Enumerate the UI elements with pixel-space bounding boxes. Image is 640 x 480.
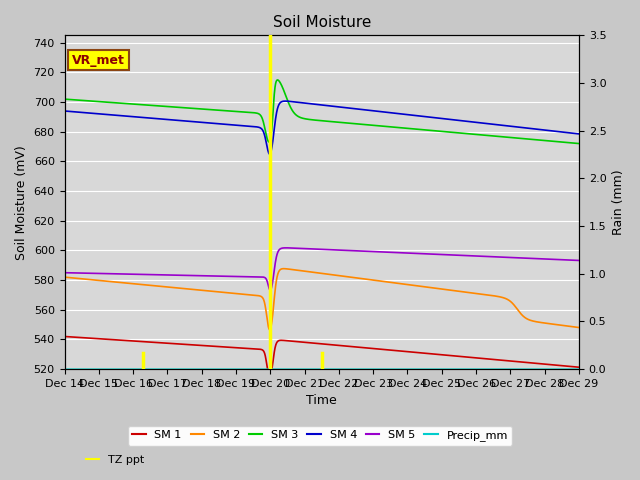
Title: Soil Moisture: Soil Moisture bbox=[273, 15, 371, 30]
Text: VR_met: VR_met bbox=[72, 54, 125, 67]
Legend: TZ ppt: TZ ppt bbox=[81, 451, 149, 469]
Y-axis label: Rain (mm): Rain (mm) bbox=[612, 169, 625, 235]
Legend: SM 1, SM 2, SM 3, SM 4, SM 5, Precip_mm: SM 1, SM 2, SM 3, SM 4, SM 5, Precip_mm bbox=[128, 426, 512, 445]
Y-axis label: Soil Moisture (mV): Soil Moisture (mV) bbox=[15, 145, 28, 260]
X-axis label: Time: Time bbox=[307, 395, 337, 408]
